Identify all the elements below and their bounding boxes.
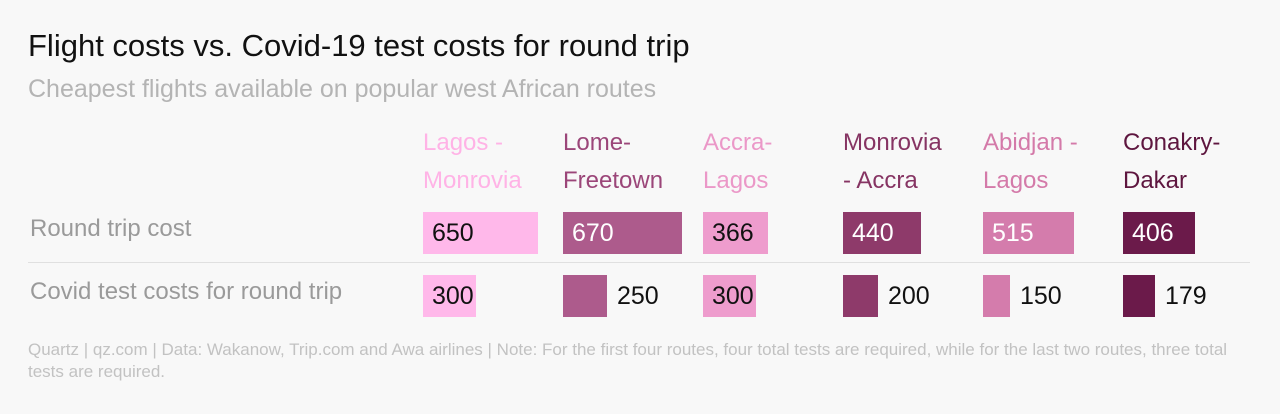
- route-header: Lome- Freetown: [563, 124, 698, 200]
- round-trip-value-label: 515: [992, 219, 1034, 247]
- round-trip-value-label: 670: [572, 219, 614, 247]
- covid-test-value-label: 200: [888, 282, 930, 310]
- route-header: Accra- Lagos: [703, 124, 838, 200]
- covid-test-bar: [1123, 275, 1155, 317]
- round-trip-value-label: 406: [1132, 219, 1174, 247]
- route-header-line: Monrovia: [843, 129, 942, 156]
- route-header-line: Freetown: [563, 167, 664, 194]
- covid-test-value-label: 300: [712, 282, 754, 310]
- route-header-line: Abidjan -: [983, 129, 1078, 156]
- round-trip-value-label: 366: [712, 219, 754, 247]
- route-header-line: Lagos -: [423, 129, 504, 156]
- route-header: Abidjan - Lagos: [983, 124, 1118, 200]
- round-trip-value-label: 440: [852, 219, 894, 247]
- chart-footer: Quartz | qz.com | Data: Wakanow, Trip.co…: [28, 340, 1228, 381]
- route-header-line: - Accra: [843, 167, 918, 194]
- round-trip-bar: [983, 212, 1074, 254]
- chart-subtitle: Cheapest flights available on popular we…: [28, 75, 657, 103]
- route-header-line: Lome-: [563, 129, 632, 156]
- covid-test-bar: [843, 275, 878, 317]
- row-label-round-trip: Round trip cost: [30, 215, 192, 242]
- row-label-covid-tests: Covid test costs for round trip: [30, 278, 343, 305]
- covid-test-bar: [983, 275, 1010, 317]
- row-divider: [28, 262, 1250, 263]
- covid-test-value-label: 150: [1020, 282, 1062, 310]
- round-trip-bar: [703, 212, 768, 254]
- covid-test-bar: [423, 275, 476, 317]
- round-trip-bar: [843, 212, 921, 254]
- route-header: Lagos - Monrovia: [423, 124, 558, 200]
- route-header-line: Dakar: [1123, 167, 1188, 194]
- route-header: Conakry- Dakar: [1123, 124, 1258, 200]
- route-header-line: Conakry-: [1123, 129, 1221, 156]
- route-header-line: Lagos: [983, 167, 1049, 194]
- route-header-line: Lagos: [703, 167, 769, 194]
- covid-test-value-label: 300: [432, 282, 474, 310]
- round-trip-bar: [1123, 212, 1195, 254]
- covid-test-value-label: 250: [617, 282, 659, 310]
- covid-test-value-label: 179: [1165, 282, 1207, 310]
- covid-test-bar: [703, 275, 756, 317]
- round-trip-bar: [423, 212, 538, 254]
- route-header: Monrovia - Accra: [843, 124, 978, 200]
- route-header-line: Accra-: [703, 129, 773, 156]
- chart-title: Flight costs vs. Covid-19 test costs for…: [28, 28, 690, 63]
- round-trip-value-label: 650: [432, 219, 474, 247]
- route-header-line: Monrovia: [423, 167, 522, 194]
- covid-test-bar: [563, 275, 607, 317]
- round-trip-bar: [563, 212, 682, 254]
